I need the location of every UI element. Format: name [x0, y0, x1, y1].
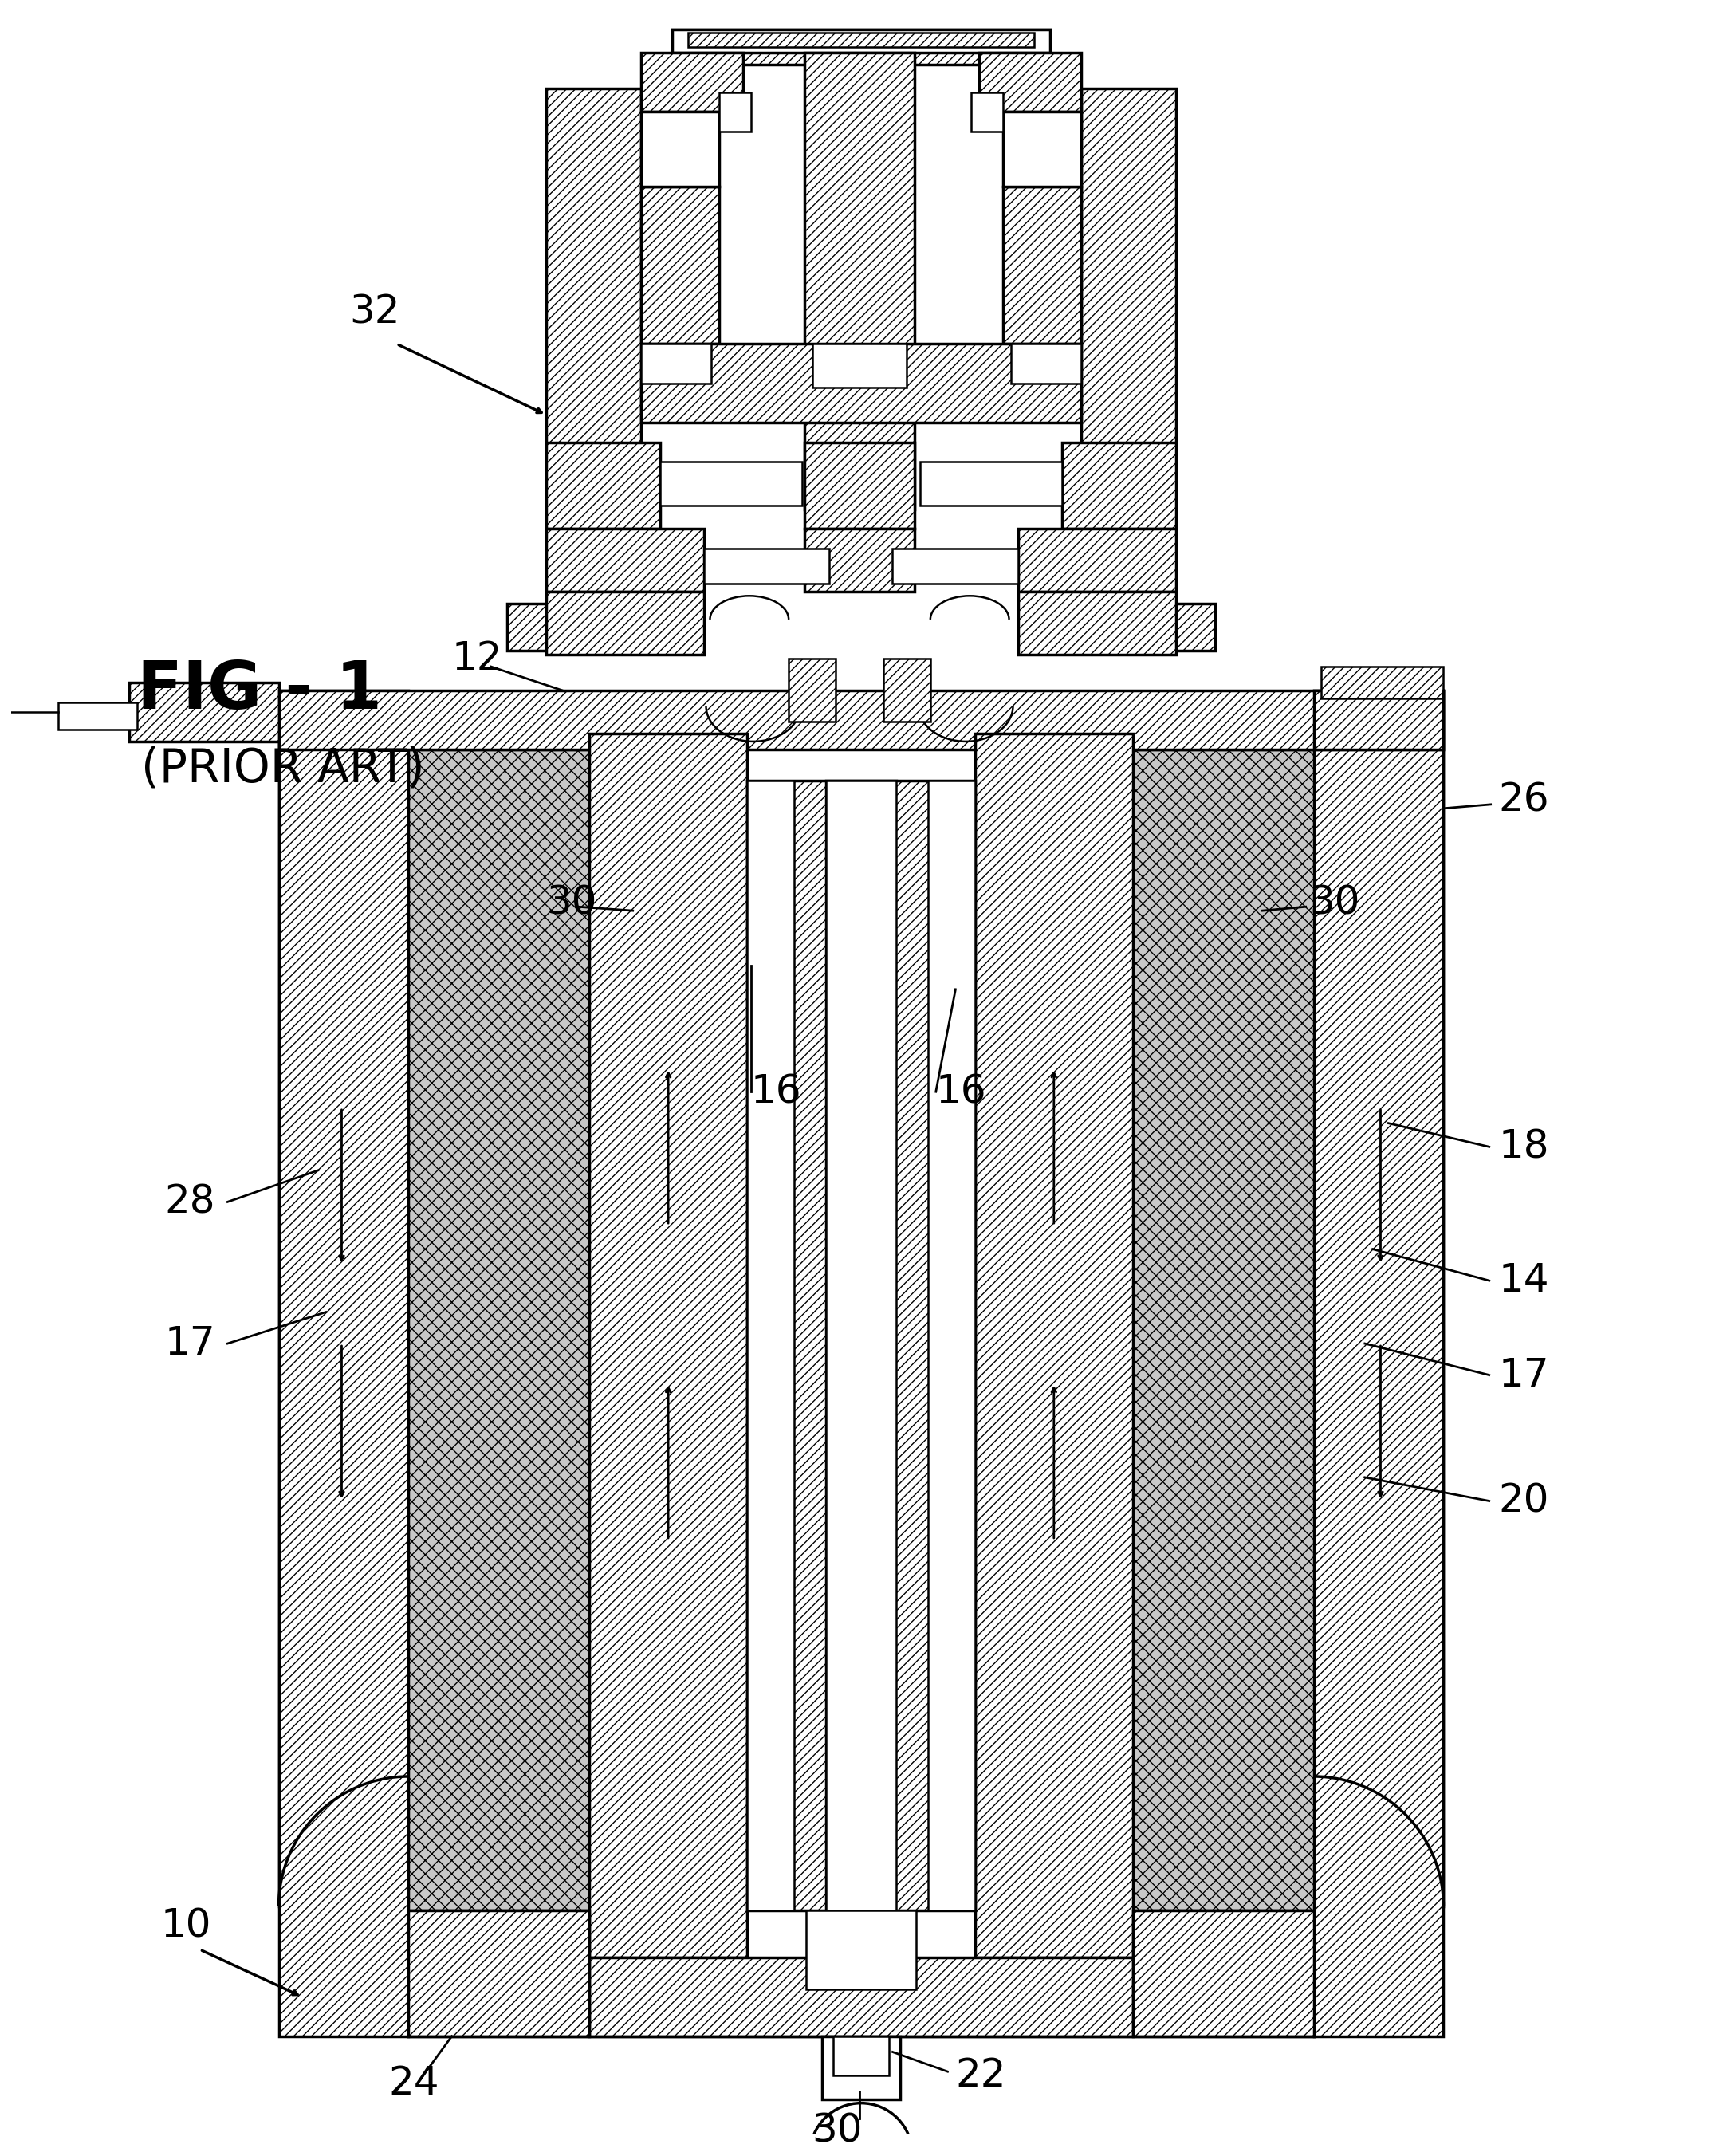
Bar: [1313, 690, 1444, 750]
Text: 30: 30: [547, 884, 596, 923]
Bar: [980, 52, 1081, 112]
Bar: [825, 780, 897, 1910]
Text: 24: 24: [388, 2063, 440, 2102]
Bar: [1018, 528, 1176, 593]
Bar: [1011, 345, 1081, 384]
Text: FIG - 1: FIG - 1: [138, 658, 382, 722]
Bar: [590, 733, 748, 1958]
Bar: [1313, 690, 1444, 2035]
Text: 22: 22: [956, 2057, 1006, 2096]
Bar: [547, 593, 703, 655]
Bar: [884, 660, 930, 722]
Bar: [971, 93, 1002, 132]
Text: 14: 14: [1499, 1261, 1549, 1300]
Bar: [822, 2035, 901, 2100]
Text: 10: 10: [160, 1906, 211, 1945]
Bar: [806, 1910, 916, 1990]
Bar: [1322, 666, 1444, 699]
Bar: [409, 1910, 590, 2035]
Bar: [547, 88, 641, 505]
Bar: [1002, 112, 1081, 188]
Bar: [641, 345, 712, 384]
Bar: [507, 604, 703, 651]
Text: 16: 16: [751, 1072, 801, 1110]
Bar: [804, 52, 915, 509]
Bar: [1133, 750, 1313, 1910]
Bar: [641, 188, 720, 345]
Bar: [825, 780, 975, 1910]
Text: 18: 18: [1499, 1128, 1549, 1166]
Text: 30: 30: [811, 2111, 863, 2150]
Bar: [641, 345, 1081, 423]
Bar: [703, 548, 830, 584]
Bar: [1002, 188, 1081, 345]
Bar: [547, 442, 660, 528]
Bar: [672, 30, 1050, 65]
Bar: [789, 660, 835, 722]
Bar: [1018, 604, 1215, 651]
Circle shape: [810, 2102, 913, 2156]
Bar: [672, 30, 1050, 52]
Bar: [748, 780, 897, 1910]
Bar: [720, 93, 751, 132]
Bar: [278, 690, 409, 2035]
Bar: [129, 683, 278, 742]
Text: 12: 12: [452, 640, 502, 677]
Bar: [547, 528, 703, 593]
Bar: [58, 703, 138, 729]
Bar: [1062, 442, 1176, 528]
Bar: [1133, 1910, 1313, 2035]
Bar: [688, 32, 1035, 47]
Bar: [660, 461, 803, 505]
Bar: [804, 528, 915, 593]
Bar: [748, 780, 794, 1910]
Text: 32: 32: [349, 293, 401, 332]
Bar: [0, 707, 10, 722]
Text: 16: 16: [935, 1072, 987, 1110]
Bar: [1081, 88, 1176, 505]
Bar: [928, 780, 975, 1910]
Text: 26: 26: [1499, 780, 1549, 819]
Bar: [975, 733, 1133, 1958]
Bar: [590, 1958, 1133, 2035]
Bar: [1018, 593, 1176, 655]
Text: 17: 17: [1499, 1356, 1549, 1395]
Text: 17: 17: [165, 1324, 215, 1363]
Bar: [834, 2035, 889, 2076]
Text: 28: 28: [165, 1184, 215, 1220]
Bar: [278, 690, 1444, 750]
Bar: [804, 442, 915, 528]
Bar: [641, 112, 720, 188]
Text: 30: 30: [1310, 884, 1360, 923]
Bar: [641, 52, 743, 112]
Text: (PRIOR ART): (PRIOR ART): [141, 746, 425, 791]
Text: 20: 20: [1499, 1481, 1549, 1520]
Bar: [813, 345, 906, 388]
Bar: [892, 548, 1018, 584]
Bar: [409, 750, 590, 1910]
Bar: [920, 461, 1062, 505]
